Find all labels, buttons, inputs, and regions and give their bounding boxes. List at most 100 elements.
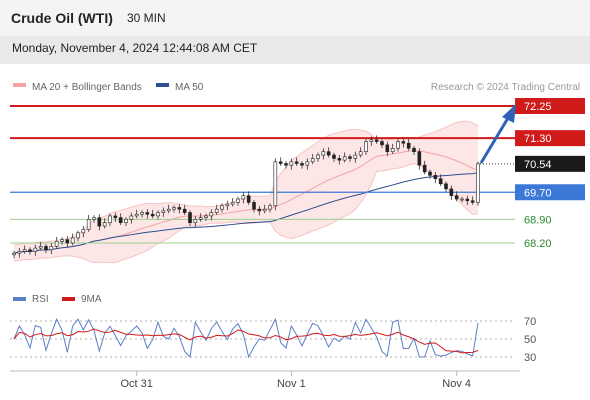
candle-body (230, 202, 235, 205)
candle (44, 244, 48, 254)
ma9-legend-label: 9MA (81, 294, 102, 305)
candle (177, 204, 182, 214)
candle-body (337, 158, 342, 161)
candle (428, 169, 432, 179)
candle (326, 147, 331, 158)
candle-body (412, 147, 416, 152)
ma20-legend-swatch (13, 83, 26, 87)
candle-body (284, 163, 288, 166)
current-price-tag (515, 155, 585, 172)
candle-body (268, 205, 272, 210)
candle-body (97, 217, 102, 227)
candle-body (188, 212, 192, 224)
candle (230, 198, 235, 207)
rsi-tick-30: 30 (524, 352, 536, 364)
bollinger-band-fill (14, 121, 478, 263)
candle (342, 152, 347, 163)
candle (294, 157, 299, 166)
candle (257, 205, 262, 216)
candle (129, 212, 134, 224)
candle-body (241, 195, 246, 200)
rsi-line (13, 317, 479, 359)
candle (332, 152, 336, 162)
candle-body (305, 161, 310, 166)
candle-body (358, 151, 363, 156)
candle-body (113, 215, 118, 218)
candle-body (476, 163, 480, 203)
candle (140, 210, 144, 218)
current-price-label: 70.54 (524, 159, 552, 171)
candle (454, 191, 459, 202)
candle (465, 195, 470, 206)
x-tick-label: Nov 1 (277, 378, 306, 390)
candle (33, 244, 38, 256)
candle (406, 138, 411, 151)
candle-body (102, 222, 107, 227)
candle (172, 205, 176, 213)
candle (150, 209, 155, 219)
candle-body (198, 217, 203, 220)
candle-body (193, 219, 198, 224)
resistance-tag-71-30 (515, 130, 585, 147)
candle-body (428, 171, 432, 176)
candle-body (342, 156, 347, 161)
rsi-tick-50: 50 (524, 334, 536, 346)
candle (369, 136, 374, 146)
bollinger-lower-line (13, 163, 479, 264)
candle-body (44, 246, 48, 251)
candle (460, 196, 464, 203)
candle (236, 196, 240, 206)
candle (380, 139, 384, 149)
candle-body (220, 205, 224, 210)
chart-datetime: Monday, November 4, 2024 12:44:08 AM CET (12, 41, 258, 55)
candle-body (124, 219, 128, 224)
source-credit: Research © 2024 Trading Central (431, 82, 580, 93)
candle-body (76, 232, 80, 239)
candle (305, 158, 310, 170)
candle-body (252, 202, 256, 210)
candle (156, 210, 160, 220)
candle-body (417, 151, 422, 166)
rsi-legend-label: RSI (32, 294, 49, 305)
header-band (0, 0, 590, 36)
candle (268, 203, 272, 213)
candle (124, 216, 128, 227)
candle (289, 158, 294, 170)
candle (422, 160, 427, 175)
candle (102, 218, 107, 229)
candle (262, 204, 267, 214)
candle-body (92, 217, 96, 220)
x-tick-label: Nov 4 (442, 378, 471, 390)
candle (374, 135, 379, 144)
candle (214, 204, 219, 215)
candle (166, 204, 171, 214)
candle (396, 139, 400, 152)
candle-body (289, 161, 294, 166)
interval-label[interactable]: 30 MIN (127, 11, 166, 25)
candle-body (353, 154, 358, 159)
x-axis: Oct 31 Nov 1 Nov 4 (120, 371, 471, 390)
candle (22, 245, 27, 254)
candle (470, 196, 475, 205)
candle (273, 158, 278, 211)
candle (161, 207, 166, 217)
candle-body (81, 229, 86, 234)
candle (38, 241, 43, 251)
candle-body (86, 219, 91, 230)
candle-body (374, 139, 379, 142)
candle-body (401, 141, 406, 144)
candle (364, 139, 368, 156)
candle (417, 148, 422, 170)
candle-body (225, 203, 230, 207)
candle-body (60, 239, 64, 242)
candle (353, 151, 358, 163)
candle-body (438, 178, 443, 185)
candle (118, 213, 123, 226)
candle-body (172, 207, 176, 210)
candle-body (246, 195, 251, 203)
candle (401, 138, 406, 148)
candle (188, 210, 192, 227)
candle-body (385, 144, 390, 152)
candle-body (470, 200, 475, 203)
candle-body (204, 215, 208, 218)
